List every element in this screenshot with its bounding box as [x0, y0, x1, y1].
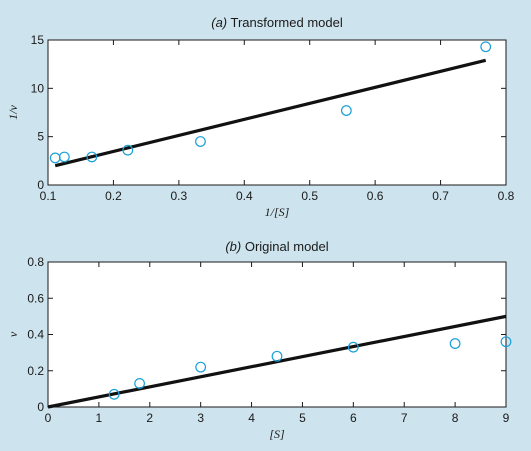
y-tick-label: 0.4	[27, 328, 44, 342]
data-point	[58, 151, 70, 163]
x-tick-label: 0.5	[301, 189, 318, 203]
chart-title-text: Original model	[241, 239, 329, 254]
y-tick-label: 0.8	[27, 255, 44, 269]
data-point	[86, 151, 98, 163]
x-tick-label: 0.8	[498, 189, 515, 203]
data-point	[340, 105, 352, 116]
x-tick-label: 1	[96, 411, 103, 425]
chart-title: (a) Transformed model	[211, 15, 343, 30]
data-point	[449, 338, 461, 349]
x-tick-label: 0.4	[236, 189, 253, 203]
x-tick-label: 9	[503, 411, 510, 425]
x-tick-label: 6	[350, 411, 357, 425]
x-tick-label: 2	[146, 411, 153, 425]
x-tick-label: 4	[248, 411, 255, 425]
data-point	[195, 136, 206, 147]
x-tick-label: 0.7	[432, 189, 449, 203]
chart-title-tag: (b)	[225, 239, 241, 254]
x-tick-label: 7	[401, 411, 408, 425]
x-tick-label: 0.1	[40, 189, 57, 203]
x-tick-label: 0.6	[367, 189, 384, 203]
chart-title-tag: (a)	[211, 15, 227, 30]
fit-line	[54, 58, 487, 168]
data-point	[108, 388, 120, 400]
data-point	[122, 144, 134, 156]
data-point	[271, 350, 283, 362]
y-axis-label: 1/v	[6, 105, 20, 120]
data-point	[480, 41, 492, 53]
x-tick-label: 5	[299, 411, 306, 425]
y-tick-label: 0	[37, 178, 44, 192]
chart-title-text: Transformed model	[227, 15, 343, 30]
y-tick-label: 0.6	[27, 291, 44, 305]
y-tick-label: 0.2	[27, 364, 44, 378]
y-tick-label: 15	[31, 33, 45, 47]
data-point	[347, 341, 359, 353]
fit-line	[47, 314, 507, 409]
y-tick-label: 0	[37, 400, 44, 414]
x-tick-label: 8	[452, 411, 459, 425]
x-tick-label: 0.3	[171, 189, 188, 203]
y-tick-label: 10	[31, 81, 45, 95]
x-tick-label: 3	[197, 411, 204, 425]
plot-area	[47, 261, 507, 408]
data-point	[134, 378, 146, 389]
x-axis-label: [S]	[269, 427, 285, 441]
data-point	[500, 336, 512, 348]
x-axis-label: 1/[S]	[265, 205, 290, 219]
x-tick-label: 0	[45, 411, 52, 425]
y-axis-label: v	[6, 331, 20, 337]
y-tick-label: 5	[37, 130, 44, 144]
x-tick-label: 0.2	[105, 189, 122, 203]
data-point	[195, 361, 207, 373]
chart-original-model: (b) Original model 0 1 2 3 4 5 6 7 8 9 0 0.2 0.4 0.6 0.…	[6, 239, 512, 441]
chart-transformed-model: (a) Transformed model 0.1 0.2 0.3 0.4 0.5 0.6 0…	[6, 15, 515, 219]
chart-title: (b) Original model	[225, 239, 328, 254]
